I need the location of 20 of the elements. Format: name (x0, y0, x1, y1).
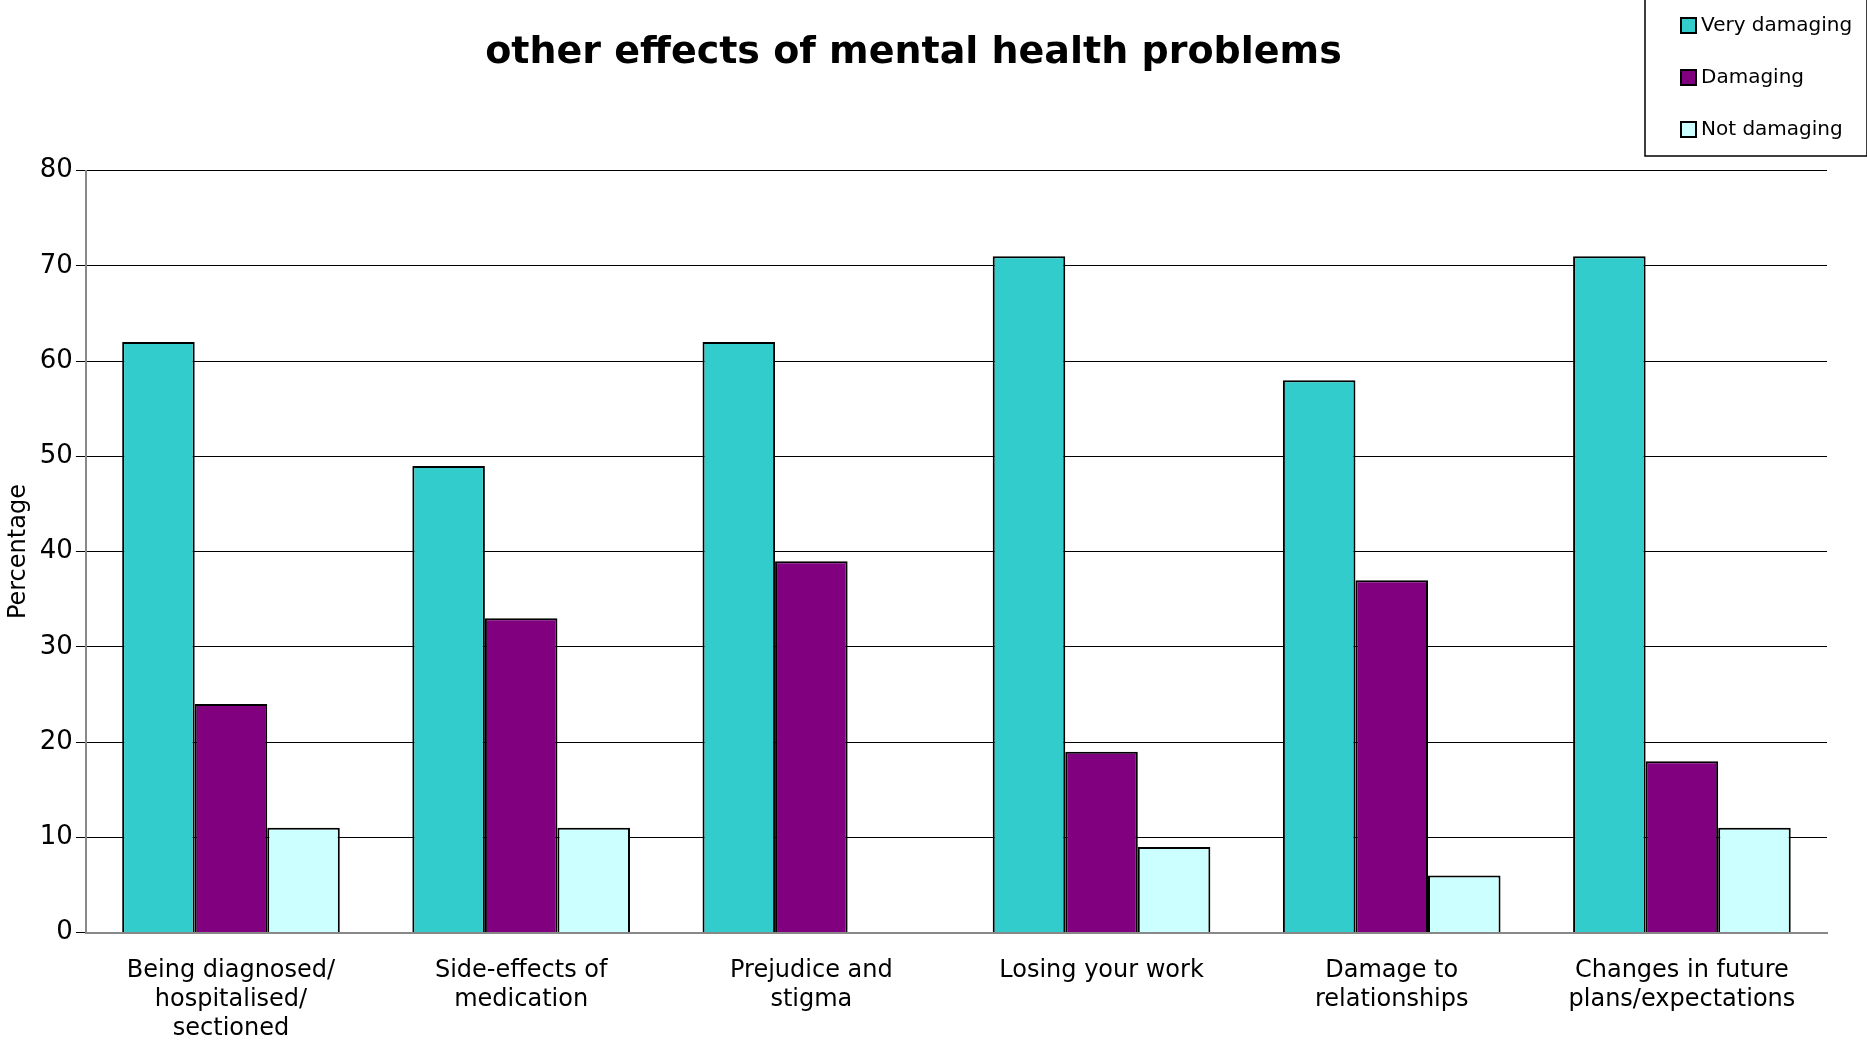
y-tick-label: 80 (39, 153, 73, 184)
y-tick-label: 30 (39, 629, 73, 660)
legend-label: Very damaging (1701, 12, 1853, 37)
y-tick-label: 40 (39, 534, 73, 565)
legend-label: Not damaging (1701, 116, 1843, 141)
y-axis-title: Percentage (2, 484, 31, 620)
x-tick-label: Prejudice and stigma (730, 955, 893, 1013)
x-tick-label: Side-effects of medication (434, 955, 608, 1013)
y-tick-label: 50 (39, 439, 73, 470)
y-tick-label: 70 (39, 248, 73, 279)
chart-title: other effects of mental health problems (485, 27, 1342, 72)
y-tick-label: 20 (39, 724, 73, 755)
x-tick-label: Damage to relationships (1314, 955, 1469, 1013)
legend-label: Damaging (1701, 64, 1805, 89)
y-tick-label: 60 (39, 343, 73, 374)
y-tick-label: 0 (56, 915, 73, 946)
y-tick-label: 10 (39, 820, 73, 851)
x-tick-label: Changes in future plans/expectations (1568, 955, 1796, 1013)
x-tick-label: Losing your work (999, 955, 1204, 984)
x-tick-label: Being diagnosed/ hospitalised/ sectioned (126, 955, 337, 1041)
